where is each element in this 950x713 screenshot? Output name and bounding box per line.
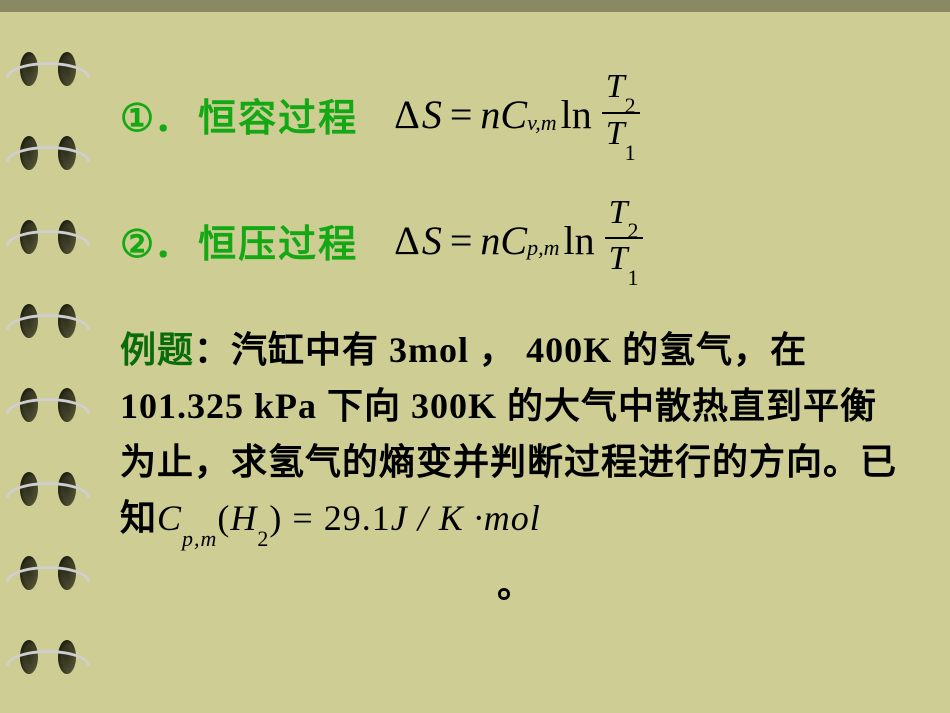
frac-top: T2 (602, 70, 640, 109)
delta-symbol: Δ (394, 91, 420, 138)
frac-top: T2 (605, 196, 643, 235)
equals: = (450, 217, 473, 264)
fraction-T2T1: T2 T1 (605, 196, 643, 282)
trailing-period: 。 (120, 556, 910, 608)
val-300K: 300K (411, 386, 497, 426)
binding-ring (0, 132, 74, 162)
binding-ring (0, 216, 74, 246)
isochoric-row: ①． 恒容过程 Δ S = n C v,m ln T2 T1 (120, 72, 910, 158)
binding-ring (0, 300, 74, 330)
delta-symbol: Δ (394, 217, 420, 264)
var-S: S (422, 91, 442, 138)
var-C: C (500, 217, 527, 264)
binding-wire (6, 62, 90, 78)
isobaric-row: ②． 恒压过程 Δ S = n C p,m ln T2 T1 (120, 198, 910, 284)
frac-bot: T1 (605, 242, 643, 281)
sub-pm: p,m (527, 235, 559, 261)
var-n: n (480, 217, 500, 264)
isochoric-formula: Δ S = n C v,m ln T2 T1 (394, 72, 640, 158)
text: 下向 (317, 386, 411, 426)
item-number-1: ①． (120, 87, 192, 142)
var-n: n (480, 91, 500, 138)
example-tag: 例题 (120, 330, 194, 370)
top-shadow (0, 0, 950, 12)
var-C: C (500, 91, 527, 138)
binding-ring (0, 384, 74, 414)
binding-wire (6, 230, 90, 246)
binding-wire (6, 566, 90, 582)
example-problem: 例题：汽缸中有 3mol ， 400K 的氢气，在101.325 kPa 下向 … (120, 323, 910, 548)
fraction-T2T1: T2 T1 (602, 70, 640, 156)
ln: ln (563, 217, 594, 264)
ln: ln (561, 91, 592, 138)
binding-wire (6, 146, 90, 162)
binding-wire (6, 482, 90, 498)
val-kpa: 101.325 kPa (120, 386, 317, 426)
equals: = (450, 91, 473, 138)
colon: ： (194, 330, 231, 370)
isobaric-formula: Δ S = n C p,m ln T2 T1 (394, 198, 642, 284)
binding-wire (6, 314, 90, 330)
binding-wire (6, 398, 90, 414)
sub-vm: v,m (527, 110, 557, 136)
binding-ring (0, 48, 74, 78)
var-S: S (422, 217, 442, 264)
spiral-binding (0, 28, 100, 688)
item-number-2: ②． (120, 213, 192, 268)
binding-ring (0, 552, 74, 582)
text: 汽缸中有 (231, 330, 389, 370)
binding-ring (0, 636, 74, 666)
text: ， (469, 330, 526, 370)
isochoric-label: 恒容过程 (198, 87, 358, 142)
isobaric-label: 恒压过程 (198, 213, 358, 268)
val-400K: 400K (526, 330, 612, 370)
val-3mol: 3mol (389, 330, 469, 370)
cpm-expression: Cp,m(H2) = 29.1J / K ·mol (157, 498, 541, 538)
binding-wire (6, 650, 90, 666)
text: 的氢气，在 (612, 330, 807, 370)
binding-ring (0, 468, 74, 498)
frac-bot: T1 (602, 117, 640, 156)
slide-content: ①． 恒容过程 Δ S = n C v,m ln T2 T1 ②． 恒压过程 Δ… (120, 60, 910, 608)
